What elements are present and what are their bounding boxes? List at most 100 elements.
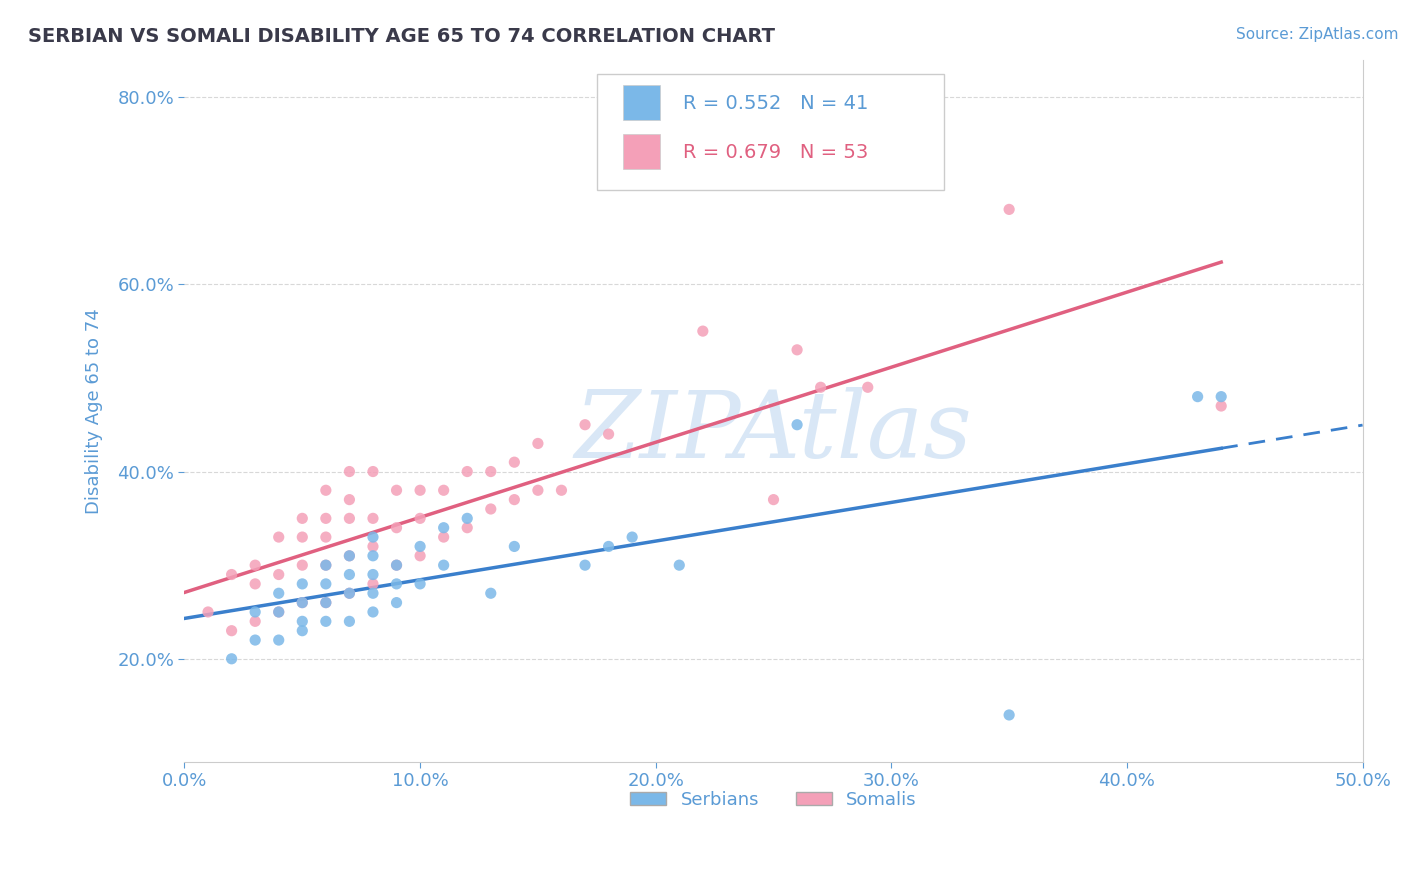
Point: [361, 586, 384, 600]
Point: [243, 605, 266, 619]
Point: [315, 615, 337, 629]
Point: [433, 483, 456, 498]
Point: [243, 615, 266, 629]
Legend: Serbians, Somalis: Serbians, Somalis: [623, 783, 924, 816]
Point: [361, 511, 384, 525]
Point: [339, 511, 361, 525]
Point: [315, 511, 337, 525]
Point: [361, 465, 384, 479]
Point: [291, 530, 314, 544]
Point: [291, 558, 314, 573]
Point: [456, 511, 478, 525]
Point: [361, 567, 384, 582]
Point: [315, 577, 337, 591]
Point: [243, 558, 266, 573]
Point: [315, 596, 337, 610]
Point: [503, 540, 526, 554]
Point: [315, 483, 337, 498]
Point: [527, 436, 550, 450]
Point: [574, 558, 596, 573]
Point: [998, 202, 1021, 217]
Point: [339, 567, 361, 582]
Point: [243, 633, 266, 648]
Point: [574, 417, 596, 432]
Point: [409, 549, 432, 563]
Point: [479, 502, 502, 516]
Point: [409, 577, 432, 591]
Point: [550, 483, 572, 498]
Point: [267, 530, 290, 544]
Point: [361, 540, 384, 554]
Text: R = 0.679   N = 53: R = 0.679 N = 53: [683, 144, 868, 162]
Point: [315, 530, 337, 544]
Point: [339, 549, 361, 563]
Point: [385, 596, 408, 610]
FancyBboxPatch shape: [623, 85, 661, 120]
Point: [598, 427, 620, 442]
Point: [221, 567, 243, 582]
Point: [197, 605, 219, 619]
Text: SERBIAN VS SOMALI DISABILITY AGE 65 TO 74 CORRELATION CHART: SERBIAN VS SOMALI DISABILITY AGE 65 TO 7…: [28, 27, 775, 45]
Point: [291, 624, 314, 638]
Point: [409, 540, 432, 554]
Point: [385, 577, 408, 591]
Text: Source: ZipAtlas.com: Source: ZipAtlas.com: [1236, 27, 1399, 42]
Point: [1211, 399, 1233, 413]
Point: [810, 380, 832, 394]
Point: [339, 465, 361, 479]
Point: [1187, 390, 1209, 404]
Point: [786, 417, 808, 432]
Point: [243, 577, 266, 591]
Point: [291, 577, 314, 591]
Point: [361, 577, 384, 591]
Point: [291, 615, 314, 629]
Point: [786, 343, 808, 357]
Point: [385, 558, 408, 573]
Point: [456, 521, 478, 535]
Text: ZIPAtlas: ZIPAtlas: [575, 387, 973, 476]
Point: [479, 465, 502, 479]
Point: [409, 511, 432, 525]
Point: [315, 596, 337, 610]
Point: [267, 586, 290, 600]
Point: [361, 549, 384, 563]
Point: [221, 624, 243, 638]
Point: [692, 324, 714, 338]
Point: [433, 558, 456, 573]
Point: [856, 380, 879, 394]
Point: [598, 540, 620, 554]
Point: [339, 615, 361, 629]
Point: [503, 492, 526, 507]
Point: [291, 511, 314, 525]
Point: [221, 652, 243, 666]
Point: [339, 586, 361, 600]
FancyBboxPatch shape: [596, 74, 945, 189]
Point: [433, 530, 456, 544]
Point: [668, 558, 690, 573]
Point: [361, 605, 384, 619]
Point: [339, 549, 361, 563]
Point: [503, 455, 526, 469]
Point: [339, 492, 361, 507]
Point: [361, 530, 384, 544]
Point: [409, 483, 432, 498]
FancyBboxPatch shape: [623, 134, 661, 169]
Point: [267, 633, 290, 648]
Point: [385, 521, 408, 535]
Point: [479, 586, 502, 600]
Point: [762, 492, 785, 507]
Point: [267, 605, 290, 619]
Point: [1211, 390, 1233, 404]
Point: [291, 596, 314, 610]
Point: [527, 483, 550, 498]
Point: [385, 558, 408, 573]
Y-axis label: Disability Age 65 to 74: Disability Age 65 to 74: [86, 308, 103, 514]
Point: [621, 530, 644, 544]
Point: [456, 465, 478, 479]
Text: R = 0.552   N = 41: R = 0.552 N = 41: [683, 95, 868, 113]
Point: [385, 483, 408, 498]
Point: [339, 586, 361, 600]
Point: [291, 596, 314, 610]
Point: [267, 605, 290, 619]
Point: [433, 521, 456, 535]
